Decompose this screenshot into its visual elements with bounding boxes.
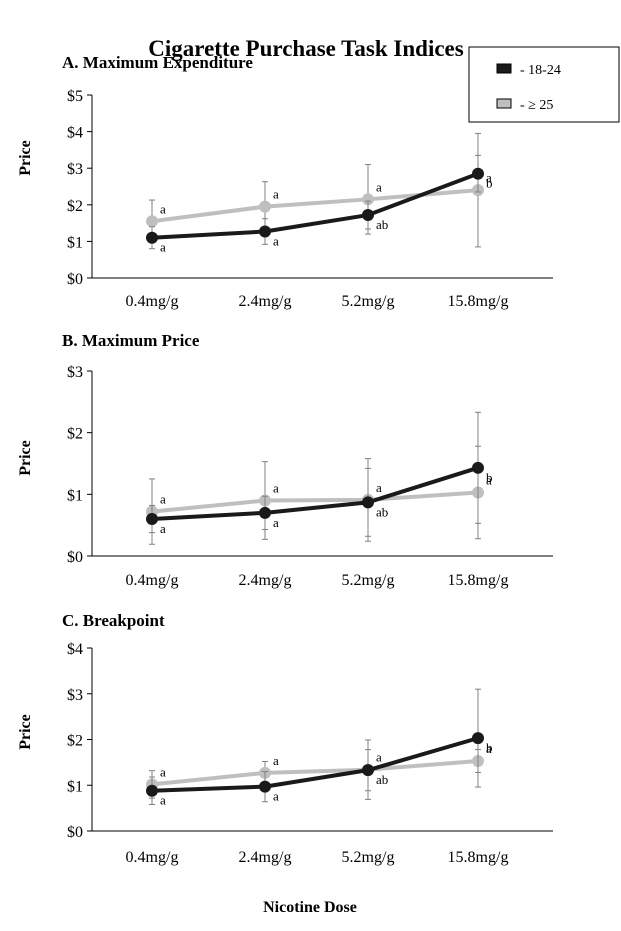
chart-panels: A. Maximum Expenditure Price $0 $1 $2 $3 $4 $5 0… xyxy=(17,53,553,866)
x-axis-title: Nicotine Dose xyxy=(263,899,357,916)
y-tick-label: $0 xyxy=(67,549,83,566)
x-tick-label: 15.8mg/g xyxy=(448,849,509,866)
y-tick-label: $1 xyxy=(67,487,83,504)
x-tick-label: 2.4mg/g xyxy=(239,572,292,589)
y-axis-title: Price xyxy=(17,440,34,476)
significance-label: a xyxy=(273,234,279,249)
y-tick-label: $0 xyxy=(67,271,83,288)
significance-label: a xyxy=(486,170,492,185)
panel-title: B. Maximum Price xyxy=(62,331,200,350)
significance-label: a xyxy=(486,741,492,756)
figure-title: Cigarette Purchase Task Indices xyxy=(148,36,463,61)
data-point-18-24 xyxy=(472,461,484,474)
panel-title: C. Breakpoint xyxy=(62,611,165,630)
data-point-18-24 xyxy=(146,231,158,244)
series-line-18-24 xyxy=(151,171,479,240)
series-line-25-plus xyxy=(151,490,479,514)
y-tick-label: $4 xyxy=(67,125,83,142)
significance-label: b xyxy=(486,740,493,755)
significance-label: a xyxy=(160,521,166,536)
significance-label: a xyxy=(273,753,279,768)
y-tick-label: $1 xyxy=(67,234,83,251)
y-axis-title: Price xyxy=(17,714,34,750)
legend-swatch-18-24 xyxy=(496,63,512,74)
series-line-25-plus xyxy=(151,188,479,224)
legend-label-25-plus: - ≥ 25 xyxy=(520,98,553,113)
y-tick-label: $1 xyxy=(67,778,83,795)
y-tick-label: $3 xyxy=(67,364,83,381)
y-tick-label: $3 xyxy=(67,161,83,178)
significance-label: a xyxy=(160,201,166,216)
legend-swatch-25-plus xyxy=(496,98,512,109)
significance-label: b xyxy=(486,470,493,485)
x-tick-label: 2.4mg/g xyxy=(239,849,292,866)
chart-panel-3: C. Breakpoint Price $0 $1 $2 $3 $4 0.4mg/g 2.4mg… xyxy=(17,611,553,866)
significance-label: ab xyxy=(376,504,388,519)
significance-label: a xyxy=(376,480,382,495)
legend: - 18-24 - ≥ 25 xyxy=(468,46,620,123)
panel-title: A. Maximum Expenditure xyxy=(62,53,253,72)
y-tick-label: $2 xyxy=(67,426,83,443)
significance-label: a xyxy=(376,750,382,765)
significance-label: ab xyxy=(376,772,388,787)
legend-box xyxy=(468,46,620,123)
data-point-25-plus xyxy=(259,200,271,213)
significance-label: a xyxy=(273,187,279,202)
y-tick-label: $2 xyxy=(67,198,83,215)
series-line-18-24 xyxy=(151,736,479,793)
y-axis-title: Price xyxy=(17,140,34,176)
data-point-18-24 xyxy=(146,784,158,797)
data-point-18-24 xyxy=(146,513,158,525)
data-point-18-24 xyxy=(362,209,374,222)
data-point-18-24 xyxy=(362,764,374,777)
significance-label: b xyxy=(486,176,493,191)
significance-label: a xyxy=(376,179,382,194)
significance-label: a xyxy=(160,492,166,507)
y-tick-label: $4 xyxy=(67,641,83,658)
data-point-18-24 xyxy=(472,732,484,745)
data-point-18-24 xyxy=(259,225,271,238)
data-point-18-24 xyxy=(362,496,374,509)
chart-panel-1: A. Maximum Expenditure Price $0 $1 $2 $3 $4 $5 0… xyxy=(17,53,553,310)
significance-label: a xyxy=(273,789,279,804)
chart-panel-2: B. Maximum Price Price $0 $1 $2 $3 0.4mg/g 2.4m… xyxy=(17,331,553,589)
y-tick-label: $2 xyxy=(67,733,83,750)
series-25-plus: a a a a xyxy=(146,132,492,248)
x-tick-label: 5.2mg/g xyxy=(342,849,395,866)
significance-label: a xyxy=(160,240,166,255)
significance-label: a xyxy=(273,481,279,496)
series-18-24: a a ab b xyxy=(146,154,493,255)
x-tick-label: 5.2mg/g xyxy=(342,572,395,589)
y-tick-label: $0 xyxy=(67,824,83,841)
significance-label: a xyxy=(273,515,279,530)
x-tick-label: 0.4mg/g xyxy=(126,293,179,310)
x-tick-label: 0.4mg/g xyxy=(126,849,179,866)
data-point-18-24 xyxy=(259,506,271,519)
data-point-25-plus xyxy=(146,215,158,228)
significance-label: a xyxy=(160,764,166,779)
significance-label: a xyxy=(160,793,166,808)
significance-label: ab xyxy=(376,217,388,232)
x-tick-label: 2.4mg/g xyxy=(239,293,292,310)
x-tick-label: 5.2mg/g xyxy=(342,293,395,310)
y-tick-label: $3 xyxy=(67,687,83,704)
data-point-18-24 xyxy=(472,167,484,180)
x-tick-label: 15.8mg/g xyxy=(448,293,509,310)
y-tick-label: $5 xyxy=(67,88,83,105)
data-point-18-24 xyxy=(259,780,271,793)
series-line-25-plus xyxy=(151,759,479,787)
series-line-18-24 xyxy=(151,465,479,521)
legend-label-18-24: - 18-24 xyxy=(520,63,561,78)
significance-label: a xyxy=(486,472,492,487)
x-tick-label: 15.8mg/g xyxy=(448,572,509,589)
x-tick-label: 0.4mg/g xyxy=(126,572,179,589)
